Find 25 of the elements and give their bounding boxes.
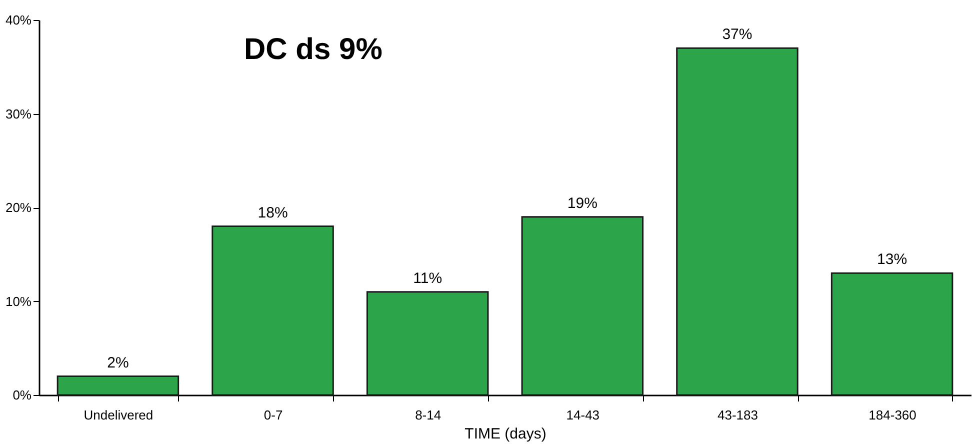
x-tick-label: 0-7 xyxy=(264,408,283,422)
data-label: 19% xyxy=(567,194,598,212)
x-tick-label: 184-360 xyxy=(868,408,916,422)
x-axis-title: TIME (days) xyxy=(464,426,546,442)
bar xyxy=(212,226,334,396)
x-tick-label: 8-14 xyxy=(415,408,442,422)
y-tick-label: 20% xyxy=(5,200,32,215)
data-label: 11% xyxy=(413,270,442,287)
bar xyxy=(521,216,644,396)
x-tick-label: Undelivered xyxy=(84,408,154,422)
bar xyxy=(56,376,180,396)
y-tick-label: 10% xyxy=(5,294,32,309)
data-label: 18% xyxy=(258,204,288,222)
bar xyxy=(830,272,954,396)
data-label: 13% xyxy=(877,251,908,268)
x-tick-label: 14-43 xyxy=(566,408,600,422)
y-tick-label: 0% xyxy=(12,388,32,402)
y-tick-label: 40% xyxy=(5,12,32,28)
y-tick-label: 30% xyxy=(5,106,32,122)
annotation: DC ds 9% xyxy=(244,33,382,66)
data-label: 2% xyxy=(107,354,129,372)
bar xyxy=(366,291,489,396)
bar xyxy=(676,47,798,396)
x-tick-label: 43-183 xyxy=(717,408,758,422)
data-label: 37% xyxy=(722,26,752,44)
